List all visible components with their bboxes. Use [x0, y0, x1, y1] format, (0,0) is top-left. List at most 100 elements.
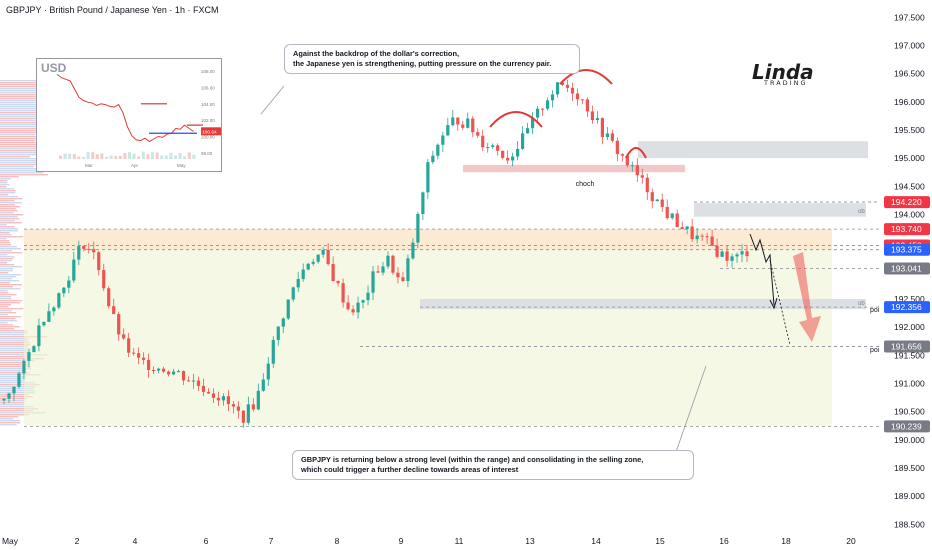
volume-bar	[0, 326, 20, 328]
volume-bar	[0, 288, 21, 290]
ob-label-1: ob	[858, 209, 865, 215]
volume-bar	[0, 348, 34, 350]
candle	[291, 287, 295, 300]
candle	[137, 353, 141, 358]
candle	[550, 94, 555, 101]
candle	[381, 266, 385, 273]
top-note-line2: the Japanese yen is strengthening, putti…	[293, 59, 552, 68]
volume-bar	[0, 392, 36, 394]
candle	[251, 404, 255, 410]
candle	[730, 256, 734, 261]
candle	[640, 175, 644, 178]
bottom-note-line1: GBPJPY is returning below a strong level…	[301, 455, 644, 464]
projection-dotted	[769, 259, 791, 346]
candle	[466, 118, 470, 128]
price-label: 190.239	[891, 421, 922, 431]
ob-label-2: ob	[858, 301, 865, 307]
volume-bar	[0, 266, 23, 268]
volume-bar	[0, 366, 31, 368]
inset-volume-bar	[137, 156, 141, 159]
inset-volume-bar	[192, 154, 196, 159]
volume-bar	[0, 170, 40, 172]
inset-volume-bar	[109, 155, 113, 159]
volume-bar	[0, 346, 29, 348]
candle	[47, 311, 51, 322]
candle	[655, 199, 659, 202]
volume-bar	[0, 220, 15, 222]
candle	[491, 145, 495, 148]
price-label: 192.356	[891, 302, 922, 312]
logo-text: Linda	[752, 60, 814, 84]
y-tick-label: 191.000	[894, 379, 925, 389]
volume-bar	[0, 320, 17, 322]
volume-bar	[0, 324, 13, 326]
volume-bar	[0, 260, 12, 262]
volume-bar	[0, 276, 16, 278]
time-axis: May 2 4 6 7 8 9 11 13 14 15 16 18 20	[2, 536, 856, 546]
inset-volume-bar	[95, 154, 99, 159]
candle	[506, 157, 510, 161]
inset-y-tick: 106.00	[201, 85, 215, 90]
volume-bar	[0, 318, 16, 320]
volume-bar	[0, 306, 9, 308]
volume-bar	[0, 284, 22, 286]
volume-bar	[0, 254, 8, 256]
volume-bar	[0, 396, 34, 398]
candle	[276, 326, 280, 340]
y-tick-label: 190.500	[894, 407, 925, 417]
inset-volume-bar	[187, 152, 191, 159]
candle	[156, 368, 161, 371]
candle	[740, 251, 744, 255]
range-zone	[24, 229, 832, 427]
volume-bar	[0, 372, 30, 374]
candle	[361, 300, 365, 303]
candle	[386, 255, 390, 267]
candle	[236, 406, 240, 411]
volume-bar	[0, 268, 14, 270]
volume-bar	[0, 338, 29, 340]
volume-bar	[0, 312, 16, 314]
volume-bar	[0, 94, 48, 96]
inset-y-tick: 108.00	[201, 69, 215, 74]
candle	[57, 293, 61, 308]
candle	[356, 302, 360, 313]
candle	[540, 108, 545, 110]
choch-label: choch	[576, 181, 595, 188]
candle	[406, 258, 410, 282]
volume-bar	[0, 136, 40, 138]
y-tick-label: 194.500	[894, 181, 925, 191]
volume-bar	[0, 402, 25, 404]
candle	[570, 87, 575, 94]
y-tick-label: 190.000	[894, 435, 925, 445]
x-tick-label: 16	[719, 536, 729, 546]
volume-bar	[0, 350, 31, 352]
volume-bar	[0, 156, 30, 158]
volume-bar	[0, 138, 47, 140]
volume-bar	[0, 224, 7, 226]
candle	[745, 251, 749, 257]
volume-bar	[0, 322, 8, 324]
volume-bar	[0, 172, 44, 174]
volume-bar	[0, 274, 22, 276]
volume-bar	[0, 120, 52, 122]
candle	[206, 391, 211, 394]
price-label: 193.740	[891, 224, 922, 234]
volume-bar	[0, 142, 38, 144]
volume-bar	[0, 280, 20, 282]
inset-volume-bar	[155, 152, 159, 159]
candle	[625, 155, 629, 166]
inset-volume-bar	[146, 154, 150, 159]
inset-y-tick: 98.00	[201, 151, 213, 156]
inset-y-tick: 100.00	[201, 135, 215, 140]
volume-bar	[0, 248, 21, 250]
volume-bar	[0, 202, 22, 204]
candle	[316, 254, 320, 262]
volume-bar	[0, 226, 15, 228]
volume-bar	[0, 304, 11, 306]
candle	[196, 380, 201, 386]
volume-bar	[0, 300, 23, 302]
volume-bar	[0, 398, 27, 400]
candle	[186, 380, 191, 382]
head-arc	[625, 147, 647, 159]
